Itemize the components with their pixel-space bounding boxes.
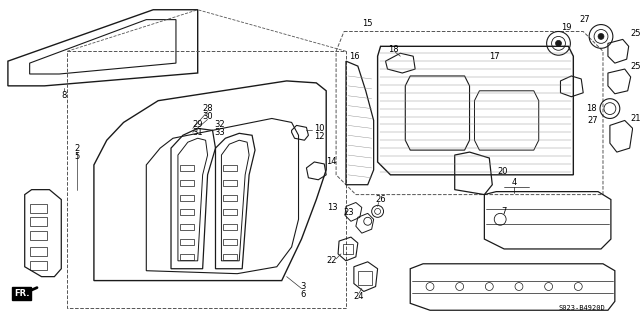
Text: 10: 10 (314, 124, 325, 133)
Text: 26: 26 (375, 195, 386, 204)
Bar (223, 195, 237, 201)
Bar (180, 239, 194, 245)
Bar (223, 180, 237, 186)
Text: 24: 24 (353, 292, 364, 301)
Text: 12: 12 (314, 132, 325, 141)
Text: 16: 16 (349, 52, 360, 61)
Bar (180, 254, 194, 260)
Bar (223, 209, 237, 215)
Text: 30: 30 (202, 112, 213, 121)
Bar (29, 231, 47, 240)
Text: 15: 15 (362, 19, 372, 28)
Text: 31: 31 (193, 128, 203, 137)
Text: 17: 17 (489, 52, 500, 61)
Text: 27: 27 (580, 15, 591, 24)
Text: 18: 18 (586, 104, 597, 113)
Text: 4: 4 (511, 178, 516, 187)
Bar (223, 224, 237, 230)
Bar (223, 239, 237, 245)
Text: 32: 32 (214, 120, 225, 129)
Text: 5: 5 (74, 152, 80, 160)
Text: 33: 33 (214, 128, 225, 137)
Bar (343, 244, 353, 254)
Text: 3: 3 (301, 282, 306, 291)
Bar (180, 224, 194, 230)
Bar (29, 247, 47, 256)
Text: 19: 19 (561, 23, 572, 32)
Text: 29: 29 (193, 120, 203, 129)
Text: 18: 18 (388, 45, 399, 54)
Circle shape (556, 41, 561, 46)
Bar (223, 165, 237, 171)
Text: 27: 27 (588, 116, 598, 125)
Bar (29, 217, 47, 226)
Bar (180, 209, 194, 215)
Polygon shape (474, 91, 539, 150)
Bar (180, 180, 194, 186)
Bar (29, 261, 47, 270)
Bar (180, 195, 194, 201)
Text: 7: 7 (502, 207, 507, 216)
Circle shape (598, 33, 604, 40)
Bar (358, 271, 372, 285)
Text: 2: 2 (74, 144, 80, 152)
Text: 22: 22 (326, 256, 337, 265)
Text: 28: 28 (202, 104, 213, 113)
Text: 6: 6 (301, 290, 306, 299)
Bar (223, 254, 237, 260)
Text: 14: 14 (326, 158, 337, 167)
Text: 13: 13 (328, 203, 338, 212)
Text: 25: 25 (630, 62, 640, 70)
Bar (180, 165, 194, 171)
Text: 25: 25 (630, 29, 640, 38)
Bar (29, 204, 47, 213)
Text: 20: 20 (497, 167, 508, 176)
Text: S023-B4920D: S023-B4920D (559, 305, 605, 311)
Text: FR.: FR. (14, 289, 29, 298)
Text: 21: 21 (630, 114, 640, 123)
Text: 23: 23 (343, 208, 354, 217)
Polygon shape (405, 76, 470, 150)
Text: 8: 8 (61, 91, 67, 100)
